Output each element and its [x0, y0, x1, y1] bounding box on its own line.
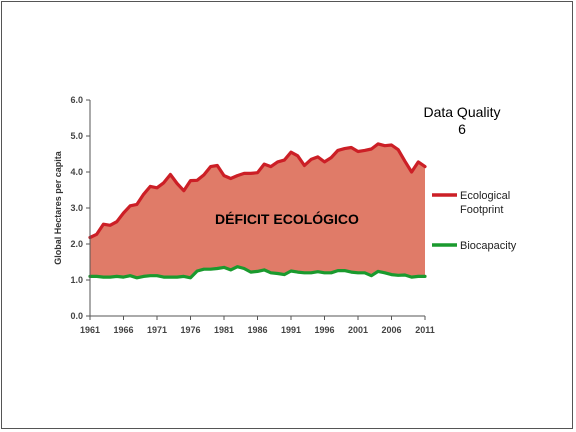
- legend-label-ecological-footprint: Ecological Footprint: [460, 190, 510, 216]
- y-tick-label: 6.0: [70, 95, 83, 105]
- x-tick-label: 1986: [247, 325, 267, 335]
- y-tick-label: 5.0: [70, 131, 83, 141]
- biocapacity-line: [88, 265, 427, 280]
- x-tick-label: 2001: [348, 325, 368, 335]
- x-tick-label: 1996: [314, 325, 334, 335]
- deficit-area-label: DÉFICIT ECOLÓGICO: [215, 210, 359, 227]
- y-tick-label: 4.0: [70, 167, 83, 177]
- ecological-footprint-line: [88, 142, 427, 240]
- legend: Ecological Footprint Biocapacity: [432, 190, 517, 252]
- data-quality-value: 6: [458, 121, 466, 137]
- x-tick-label: 1961: [80, 325, 100, 335]
- y-tick-label: 0.0: [70, 311, 83, 321]
- x-tick-label: 1981: [214, 325, 234, 335]
- x-tick-label: 1991: [281, 325, 301, 335]
- x-tick-label: 1976: [180, 325, 200, 335]
- x-tick-label: 2006: [381, 325, 401, 335]
- y-tick-label: 3.0: [70, 203, 83, 213]
- y-axis-title: Global Hectares per capita: [53, 150, 63, 265]
- deficit-area: [90, 143, 425, 278]
- x-tick-label: 1971: [147, 325, 167, 335]
- x-tick-label: 1966: [113, 325, 133, 335]
- x-tick-label: 2011: [415, 325, 435, 335]
- data-quality-label: Data Quality: [423, 104, 500, 120]
- y-tick-label: 1.0: [70, 275, 83, 285]
- legend-label-biocapacity: Biocapacity: [460, 240, 517, 252]
- y-tick-label: 2.0: [70, 239, 83, 249]
